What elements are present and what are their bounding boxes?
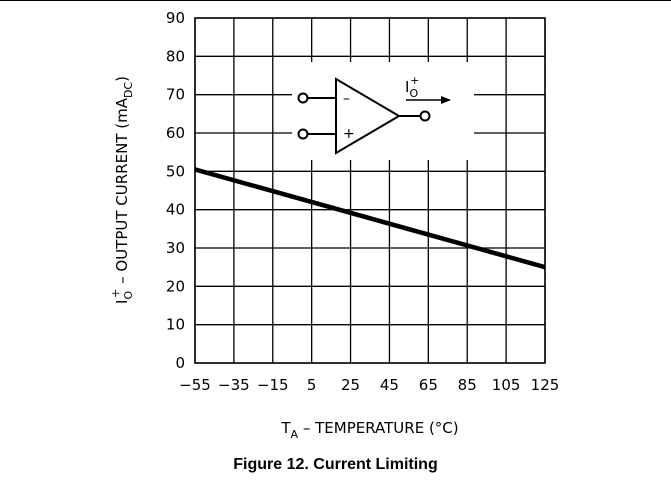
figure-caption: Figure 12. Current Limiting	[233, 456, 438, 473]
series-layer	[194, 167, 546, 270]
y-tick-label-5: 50	[166, 162, 185, 180]
x-tick-label-4: 25	[341, 376, 360, 394]
op-amp-inset: – + IO+	[292, 62, 474, 160]
y-tick-label-9: 90	[166, 9, 185, 27]
y-tick-label-0: 0	[175, 354, 185, 372]
y-tick-label-3: 30	[166, 239, 185, 257]
y-tick-label-7: 70	[166, 86, 185, 104]
output-current-label: IO+	[405, 74, 419, 100]
x-tick-label-7: 85	[458, 376, 477, 394]
op-amp-triangle	[335, 77, 401, 155]
x-tick-label-2: −15	[257, 376, 289, 394]
y-tick-label-4: 40	[166, 201, 185, 219]
noninverting-input-terminal	[297, 128, 309, 140]
x-tick-label-1: −35	[218, 376, 250, 394]
y-tick-label-8: 80	[166, 47, 185, 65]
plot-frame	[194, 17, 546, 364]
y-tick-label-2: 20	[166, 277, 185, 295]
x-tick-label-6: 65	[419, 376, 438, 394]
y-tick-label-1: 10	[166, 316, 185, 334]
x-tick-label-9: 125	[531, 376, 560, 394]
series-line-0	[194, 167, 546, 270]
x-tick-label-3: 5	[307, 376, 317, 394]
output-terminal	[419, 110, 431, 122]
x-tick-labels: −55 −35 −15 5 25 45 65 85 105 125	[179, 376, 559, 394]
inset-background	[292, 62, 474, 160]
y-tick-label-6: 60	[166, 124, 185, 142]
plus-sign: +	[343, 126, 355, 142]
x-tick-label-8: 105	[492, 376, 521, 394]
top-rule	[0, 0, 671, 1]
y-tick-labels: 0 10 20 30 40 50 60 70 80 90	[166, 9, 185, 372]
x-tick-label-0: −55	[179, 376, 211, 394]
x-tick-label-5: 45	[380, 376, 399, 394]
minus-sign: –	[343, 91, 350, 107]
x-axis-label: TA – TEMPERATURE (°C)	[280, 419, 458, 441]
y-axis-label: IO+ – OUTPUT CURRENT (mADC)	[109, 76, 135, 304]
inverting-input-terminal	[297, 92, 309, 104]
current-limiting-chart: 0 10 20 30 40 50 60 70 80 90 −55 −35 −15 5 25 45 65 85 10…	[109, 9, 559, 441]
